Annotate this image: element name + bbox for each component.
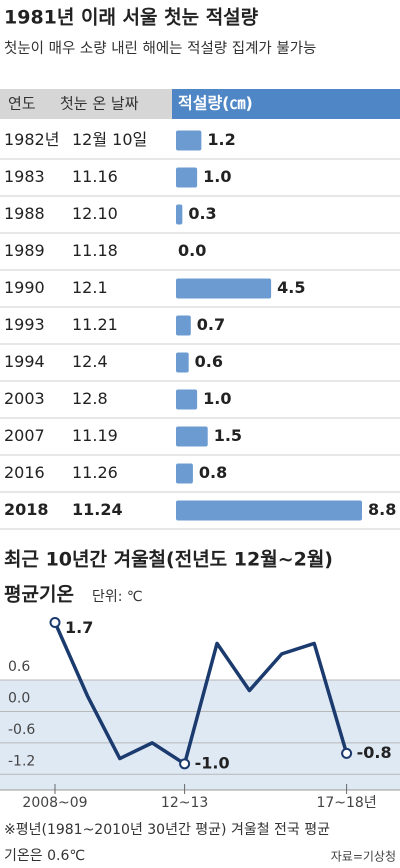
bar (176, 352, 189, 373)
year-label: 1988 (4, 204, 45, 223)
date-label: 11.18 (72, 241, 118, 260)
value-label: 0.0 (178, 241, 206, 260)
bar (176, 426, 208, 447)
y-tick-label: -0.6 (8, 722, 35, 738)
date-label: 12월 10일 (72, 130, 147, 149)
year-label: 2007 (4, 426, 45, 445)
chart-title: 최근 10년간 겨울철(전년도 12월~2월) (4, 549, 333, 571)
footnote: ※평년(1981~2010년 30년간 평균) 겨울철 전국 평균 (4, 822, 330, 838)
bar (176, 167, 198, 188)
year-label: 2003 (4, 389, 45, 408)
column-header: 적설량(㎝) (178, 94, 253, 113)
date-label: 12.4 (72, 352, 108, 371)
bar (176, 315, 191, 336)
bar (176, 463, 193, 484)
source: 자료=기상청 (331, 850, 396, 864)
bar (176, 130, 202, 151)
bar (176, 389, 198, 410)
x-tick-label: 2008~09 (22, 795, 87, 811)
title: 1981년 이래 서울 첫눈 적설량 (4, 7, 259, 29)
date-label: 11.26 (72, 463, 118, 482)
value-label: 1.0 (203, 167, 231, 186)
bar (176, 278, 272, 299)
value-label: 8.8 (368, 500, 396, 519)
date-label: 11.16 (72, 167, 118, 186)
header-band-blue (172, 89, 400, 119)
value-label: 4.5 (277, 278, 305, 297)
footnote: 기온은 0.6℃ (4, 848, 85, 864)
y-tick-label: 0.6 (8, 659, 30, 675)
year-label: 1983 (4, 167, 45, 186)
year-label: 2018 (4, 500, 49, 519)
subtitle: 첫눈이 매우 소량 내린 해에는 적설량 집계가 불가능 (4, 40, 316, 57)
value-label: 1.7 (65, 618, 93, 637)
column-header: 연도 (8, 95, 36, 113)
column-header: 첫눈 온 날짜 (60, 95, 139, 113)
date-label: 11.24 (72, 500, 123, 519)
date-label: 12.1 (72, 278, 108, 297)
chart-subtitle: 평균기온 (4, 584, 74, 606)
date-label: 12.8 (72, 389, 108, 408)
temperature-line (53, 621, 349, 766)
bar (176, 500, 362, 521)
value-label: -1.0 (195, 753, 230, 772)
y-tick-label: 0.0 (8, 690, 30, 706)
year-label: 1990 (4, 278, 45, 297)
x-tick-label: 17~18년 (316, 795, 376, 811)
date-label: 11.21 (72, 315, 118, 334)
point-marker (341, 747, 353, 759)
point-marker (49, 616, 61, 628)
value-label: 0.8 (199, 463, 227, 482)
year-label: 1994 (4, 352, 45, 371)
bar (176, 204, 183, 225)
value-label: 0.3 (188, 204, 216, 223)
value-label: 0.7 (197, 315, 225, 334)
value-label: 1.5 (214, 426, 242, 445)
header-band (0, 89, 172, 119)
year-label: 1993 (4, 315, 45, 334)
value-label: -0.8 (357, 743, 392, 762)
y-tick-label: -1.2 (8, 753, 35, 769)
year-label: 1982년 (4, 130, 59, 149)
year-label: 2016 (4, 463, 45, 482)
year-label: 1989 (4, 241, 45, 260)
point-marker (179, 758, 191, 770)
value-label: 1.0 (203, 389, 231, 408)
value-label: 0.6 (195, 352, 223, 371)
date-label: 11.19 (72, 426, 118, 445)
value-label: 1.2 (207, 130, 235, 149)
date-label: 12.10 (72, 204, 118, 223)
unit: 단위: ℃ (92, 589, 143, 605)
below-average-band (0, 680, 400, 790)
x-tick-label: 12~13 (161, 795, 208, 811)
